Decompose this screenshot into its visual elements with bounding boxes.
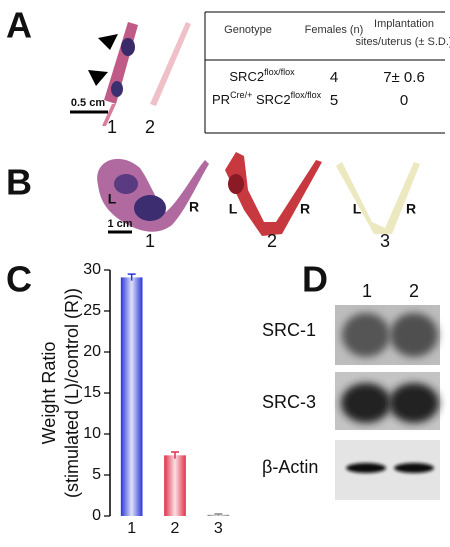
scale-label: 0.5 cm [71,97,105,109]
table [204,11,445,134]
lane-label: 2 [267,231,277,251]
side-label: L [229,201,238,217]
table-header: Implantation [374,18,434,30]
x-tick-label: 2 [171,520,180,537]
lane-label: 2 [409,281,419,301]
lane-label: 1 [362,281,372,301]
lane-label: 1 [107,117,117,137]
genotype-text: SRC2 [252,92,290,107]
genotype-sup: flox/flox [264,67,295,77]
panel-b-labels: 1 cmL R1L R2L R3 [107,191,416,251]
genotype-cell: PRCre/+ SRC2flox/flox [212,90,322,107]
x-tick-label: 3 [214,520,223,537]
panel-label: D [302,259,328,300]
blot-label: SRC-3 [262,392,316,412]
chart: Weight Ratio (stimulated (L)/control (R))… [39,261,230,537]
genotype-sup: Cre/+ [230,90,252,100]
blot-label: β-Actin [262,457,318,477]
panel-label: C [6,259,32,300]
error-bar [127,273,136,281]
error-bar [171,451,179,459]
lane-label: 3 [380,231,390,251]
scale-label: 1 cm [107,218,132,230]
genotype-text: SRC2 [229,69,264,84]
western-blot [335,305,440,500]
genotype-cell: SRC2flox/flox [229,67,295,84]
y-axis-label: (stimulated (L)/control (R)) [62,288,82,498]
side-label: R [300,201,310,217]
table-header: Females (n) [305,24,364,36]
side-label: R [406,201,416,217]
y-tick-label: 5 [92,466,101,483]
table-header: sites/uterus (± S.D.) [355,36,450,48]
table-cell: 4 [330,69,338,86]
panel-label: B [6,162,32,203]
blot-label: SRC-1 [262,320,316,340]
lane-label: 1 [145,231,155,251]
y-tick-label: 15 [83,384,101,401]
y-axis-label: Weight Ratio [39,342,59,445]
genotype-sup: flox/flox [291,90,322,100]
lane-label: 2 [145,117,155,137]
uterus-image-b [97,152,420,236]
table-header: Genotype [224,24,272,36]
panel-label: A [6,5,32,46]
side-label: L [353,201,362,217]
y-tick-label: 10 [83,425,101,442]
table-cell: 7± 0.6 [383,69,425,86]
side-label: L [108,191,117,207]
bar [120,277,143,516]
table-cell: 5 [330,92,338,109]
side-label: R [189,199,199,215]
genotype-text: PR [212,92,230,107]
y-tick-label: 0 [92,507,101,524]
y-tick-label: 25 [83,302,101,319]
table-cell: 0 [400,92,408,109]
bar [164,455,186,516]
y-tick-label: 30 [83,261,101,278]
error-bar [214,513,223,516]
x-tick-label: 1 [127,520,136,537]
uterus-image-a [70,22,191,126]
y-tick-label: 20 [83,343,101,360]
